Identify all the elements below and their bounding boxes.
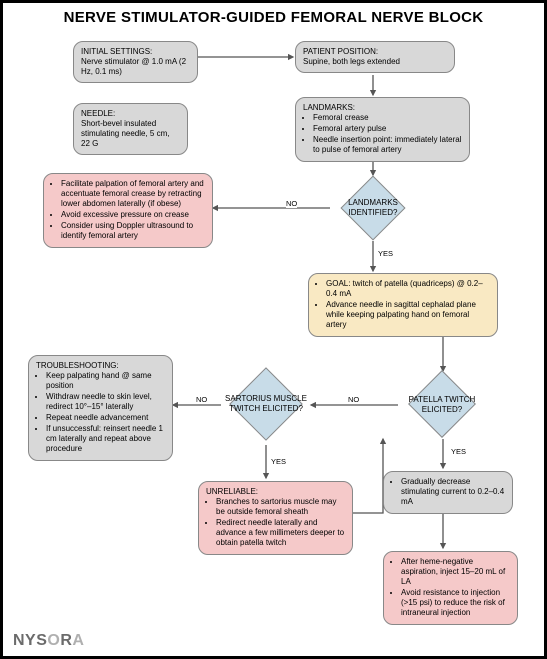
logo-part: A (72, 632, 84, 649)
list-item: Advance needle in sagittal cephalad plan… (326, 300, 490, 330)
list: GOAL: twitch of patella (quadriceps) @ 0… (316, 279, 490, 330)
list-item: Gradually decrease stimulating current t… (401, 477, 505, 507)
label-yes: YES (378, 249, 393, 258)
box-unreliable: UNRELIABLE: Branches to sartorius muscle… (198, 481, 353, 555)
list-item: Needle insertion point: immediately late… (313, 135, 462, 155)
list: Keep palpating hand @ same position With… (36, 371, 165, 454)
text: Supine, both legs extended (303, 57, 447, 67)
box-initial-settings: INITIAL SETTINGS: Nerve stimulator @ 1.0… (73, 41, 198, 83)
text: Nerve stimulator @ 1.0 mA (2 Hz, 0.1 ms) (81, 57, 190, 77)
text: Short-bevel insulated stimulating needle… (81, 119, 180, 149)
label-yes: YES (451, 447, 466, 456)
box-troubleshooting: TROUBLESHOOTING: Keep palpating hand @ s… (28, 355, 173, 461)
list-item: Avoid excessive pressure on crease (61, 210, 205, 220)
list: Facilitate palpation of femoral artery a… (51, 179, 205, 241)
list-item: Avoid resistance to injection (>15 psi) … (401, 588, 510, 618)
flowchart-container: NERVE STIMULATOR-GUIDED FEMORAL NERVE BL… (0, 0, 547, 659)
list-item: Consider using Doppler ultrasound to ide… (61, 221, 205, 241)
list: After heme-negative aspiration, inject 1… (391, 557, 510, 618)
list-item: Redirect needle laterally and advance a … (216, 518, 345, 548)
logo-nysora: NYSORA (13, 632, 84, 650)
heading: UNRELIABLE: (206, 487, 345, 497)
list-item: After heme-negative aspiration, inject 1… (401, 557, 510, 587)
list-item: If unsuccessful: reinsert needle 1 cm la… (46, 424, 165, 454)
list: Femoral crease Femoral artery pulse Need… (303, 113, 462, 155)
list: Gradually decrease stimulating current t… (391, 477, 505, 507)
heading: TROUBLESHOOTING: (36, 361, 165, 371)
decision-text: LANDMARKS IDENTIFIED? (331, 188, 415, 228)
box-inject: After heme-negative aspiration, inject 1… (383, 551, 518, 625)
box-goal: GOAL: twitch of patella (quadriceps) @ 0… (308, 273, 498, 337)
heading: INITIAL SETTINGS: (81, 47, 190, 57)
box-patient-position: PATIENT POSITION: Supine, both legs exte… (295, 41, 455, 73)
logo-part: NYS (13, 632, 47, 649)
logo-part: O (47, 632, 60, 649)
box-decrease-current: Gradually decrease stimulating current t… (383, 471, 513, 514)
page-title: NERVE STIMULATOR-GUIDED FEMORAL NERVE BL… (3, 9, 544, 26)
list-item: Withdraw needle to skin level, redirect … (46, 392, 165, 412)
heading: PATIENT POSITION: (303, 47, 447, 57)
heading: LANDMARKS: (303, 103, 462, 113)
list-item: Repeat needle advancement (46, 413, 165, 423)
label-yes: YES (271, 457, 286, 466)
list-item: Keep palpating hand @ same position (46, 371, 165, 391)
logo-part: R (60, 632, 72, 649)
decision-text: SARTORIUS MUSCLE TWITCH ELICITED? (225, 379, 307, 429)
list: Branches to sartorius muscle may be outs… (206, 497, 345, 548)
label-no: NO (196, 395, 207, 404)
box-needle: NEEDLE: Short-bevel insulated stimulatin… (73, 103, 188, 155)
list-item: Facilitate palpation of femoral artery a… (61, 179, 205, 209)
box-tips-no-landmarks: Facilitate palpation of femoral artery a… (43, 173, 213, 248)
heading: NEEDLE: (81, 109, 180, 119)
list-item: Branches to sartorius muscle may be outs… (216, 497, 345, 517)
list-item: Femoral crease (313, 113, 462, 123)
list-item: Femoral artery pulse (313, 124, 462, 134)
decision-text: PATELLA TWITCH ELICITED? (402, 383, 482, 427)
label-no: NO (348, 395, 359, 404)
box-landmarks: LANDMARKS: Femoral crease Femoral artery… (295, 97, 470, 162)
list-item: GOAL: twitch of patella (quadriceps) @ 0… (326, 279, 490, 299)
label-no: NO (286, 199, 297, 208)
